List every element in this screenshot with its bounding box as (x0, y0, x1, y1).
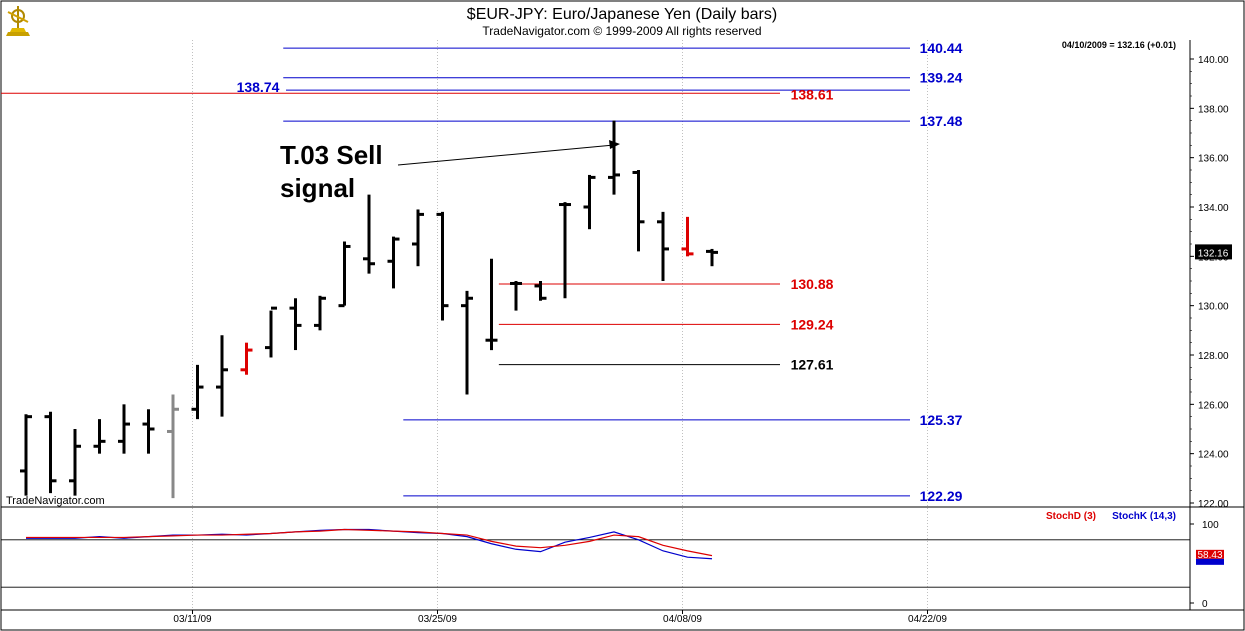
stoch-tick-label: 0 (1202, 599, 1208, 610)
ohlc-bar (485, 258, 498, 351)
ohlc-bar (436, 211, 449, 321)
price-tick-label: 128.00 (1198, 351, 1229, 362)
ohlc-bar (534, 281, 547, 301)
ohlc-bar (559, 202, 571, 299)
ohlc-bar (191, 364, 204, 420)
price-tick-label: 122.00 (1198, 499, 1229, 510)
level-label-129.24: 129.24 (791, 316, 834, 332)
stoch-last-box-d (1196, 549, 1224, 559)
annotation-arrow (397, 144, 615, 166)
price-tick-label: 138.00 (1198, 104, 1229, 115)
ohlc-bar (412, 209, 424, 267)
ohlc-bar (265, 306, 277, 358)
last-price-box (1195, 244, 1232, 260)
date-tick-label: 03/11/09 (173, 614, 212, 625)
ohlc-bar (363, 194, 375, 274)
annotation-line-1: T.03 Sell (280, 140, 383, 170)
ohlc-bar (118, 404, 130, 454)
ohlc-bar (387, 236, 400, 289)
ohlc-bar (20, 414, 32, 496)
level-label-130.88: 130.88 (791, 276, 834, 292)
price-tick-label: 140.00 (1198, 55, 1229, 66)
ohlc-bar (167, 394, 179, 499)
ohlc-bar (681, 216, 694, 257)
level-label-140.44: 140.44 (920, 40, 963, 56)
ohlc-bar (657, 211, 669, 281)
ohlc-bar (314, 295, 326, 331)
level-label-138.61: 138.61 (791, 86, 834, 102)
level-label-137.48: 137.48 (920, 113, 963, 129)
stoch-legend-k: StochK (14,3) (1112, 511, 1176, 522)
ohlc-bar (69, 429, 81, 496)
level-label-127.61: 127.61 (791, 357, 834, 373)
stoch-legend-d: StochD (3) (1046, 511, 1096, 522)
stoch-series-line (26, 528, 713, 557)
ohlc-bar (44, 411, 57, 494)
date-tick-label: 03/25/09 (418, 614, 457, 625)
ohlc-bar (338, 241, 351, 308)
ohlc-bar (510, 281, 522, 311)
stoch-tick-label: 100 (1202, 520, 1219, 531)
ohlc-bar (240, 342, 253, 375)
ohlc-bar (142, 409, 155, 454)
price-tick-label: 126.00 (1198, 400, 1229, 411)
brand-label: TradeNavigator.com (6, 495, 105, 507)
sell-signal-annotation: T.03 Sell signal (280, 140, 620, 203)
ohlc-bar (706, 248, 718, 267)
ohlc-bar (216, 335, 228, 417)
level-lines: 140.44 139.24 137.48 125.37 122.29 130.88 129.… (1, 40, 963, 504)
price-tick-label: 124.00 (1198, 450, 1229, 461)
level-label-138.74: 138.74 (237, 79, 280, 95)
level-label-122.29: 122.29 (920, 488, 963, 504)
tradenavigator-logo (6, 6, 30, 36)
price-tick-label: 130.00 (1198, 302, 1229, 313)
last-price-label: 132.16 (1198, 248, 1229, 259)
stoch-last-box-k (1196, 558, 1224, 565)
last-price-info: 04/10/2009 = 132.16 (+0.01) (1062, 40, 1176, 50)
ohlc-bar (608, 120, 620, 195)
ohlc-bar (93, 419, 106, 454)
stoch-last-label: 58.43 (1197, 550, 1222, 561)
ohlc-bar (289, 298, 302, 351)
ohlc-bar (632, 170, 645, 252)
level-label-139.24: 139.24 (920, 70, 963, 86)
ohlc-bar (461, 290, 473, 395)
ohlc-bar (583, 174, 596, 230)
price-tick-label: 136.00 (1198, 154, 1229, 165)
chart-title: $EUR-JPY: Euro/Japanese Yen (Daily bars) (467, 6, 777, 23)
annotation-arrowhead (609, 140, 620, 149)
chart-subtitle: TradeNavigator.com © 1999-2009 All right… (482, 24, 761, 38)
stochastic-panel: StochD (3) StochK (14,3) (1, 511, 1190, 588)
grid-layer (192, 40, 928, 610)
date-tick-label: 04/08/09 (663, 614, 702, 625)
price-bars (20, 120, 718, 499)
axis-labels: 03/11/09 03/25/09 04/08/09 04/22/09 140.00 13… (173, 55, 1232, 625)
price-tick-label: 134.00 (1198, 203, 1229, 214)
annotation-line-2: signal (280, 173, 355, 203)
level-label-125.37: 125.37 (920, 412, 963, 428)
date-tick-label: 04/22/09 (908, 614, 947, 625)
